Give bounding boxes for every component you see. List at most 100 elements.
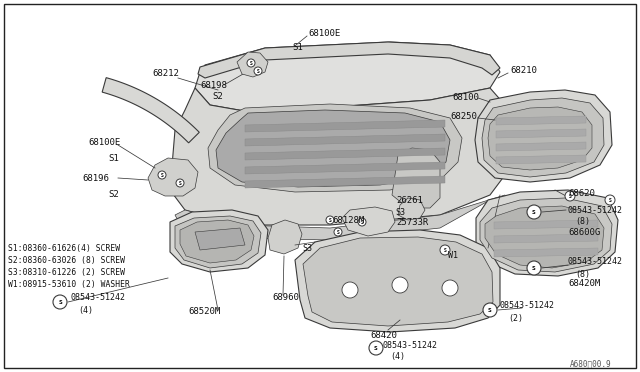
- Polygon shape: [237, 52, 268, 77]
- Polygon shape: [180, 220, 254, 263]
- Polygon shape: [494, 220, 598, 229]
- Text: S3: S3: [395, 208, 405, 217]
- Text: S: S: [161, 173, 163, 177]
- Circle shape: [176, 179, 184, 187]
- Polygon shape: [195, 228, 245, 250]
- Text: S: S: [532, 209, 536, 215]
- Polygon shape: [295, 230, 500, 332]
- Polygon shape: [175, 216, 261, 268]
- Circle shape: [358, 218, 366, 226]
- Text: 68198: 68198: [200, 80, 227, 90]
- Circle shape: [483, 303, 497, 317]
- Polygon shape: [170, 88, 505, 225]
- Text: 68420M: 68420M: [568, 279, 600, 289]
- Polygon shape: [268, 220, 302, 254]
- Text: 08543-51242: 08543-51242: [70, 294, 125, 302]
- Text: (8): (8): [575, 269, 590, 279]
- Text: 26261: 26261: [396, 196, 423, 205]
- Text: 68600G: 68600G: [568, 228, 600, 237]
- Text: 08543-51242: 08543-51242: [383, 341, 438, 350]
- Polygon shape: [216, 110, 450, 187]
- Polygon shape: [245, 134, 445, 146]
- Text: 68100E: 68100E: [88, 138, 120, 147]
- Text: 08543-51242: 08543-51242: [568, 205, 623, 215]
- Text: S: S: [360, 219, 364, 224]
- Polygon shape: [496, 116, 586, 125]
- Circle shape: [334, 228, 342, 236]
- Polygon shape: [245, 120, 445, 132]
- Polygon shape: [303, 237, 493, 326]
- Polygon shape: [392, 148, 440, 208]
- Text: S2: S2: [108, 189, 119, 199]
- Text: 68100E: 68100E: [308, 29, 340, 38]
- Polygon shape: [496, 129, 586, 138]
- Circle shape: [442, 280, 458, 296]
- Polygon shape: [102, 78, 199, 143]
- Polygon shape: [148, 158, 198, 196]
- Polygon shape: [475, 90, 612, 182]
- Polygon shape: [175, 195, 510, 265]
- Text: 25733R: 25733R: [396, 218, 428, 227]
- Circle shape: [369, 341, 383, 355]
- Text: (8): (8): [575, 217, 590, 225]
- Text: S: S: [568, 193, 572, 199]
- Circle shape: [342, 282, 358, 298]
- Polygon shape: [476, 190, 618, 276]
- Circle shape: [392, 277, 408, 293]
- Text: 68196: 68196: [82, 173, 109, 183]
- Polygon shape: [195, 42, 500, 112]
- Text: S: S: [532, 266, 536, 270]
- Polygon shape: [198, 42, 500, 78]
- Text: S: S: [58, 299, 62, 305]
- Text: A680　00.9: A680 00.9: [570, 359, 612, 369]
- Text: 08543-51242: 08543-51242: [500, 301, 555, 311]
- Polygon shape: [245, 162, 445, 174]
- Polygon shape: [488, 107, 592, 170]
- Text: S1: S1: [108, 154, 119, 163]
- Text: S: S: [250, 61, 252, 65]
- Text: 68212: 68212: [152, 68, 179, 77]
- Polygon shape: [208, 104, 462, 192]
- Text: S: S: [609, 198, 611, 202]
- Text: S2: S2: [212, 92, 223, 100]
- Text: S: S: [179, 180, 181, 186]
- Text: 68620: 68620: [568, 189, 595, 198]
- Polygon shape: [496, 142, 586, 151]
- Polygon shape: [482, 98, 604, 177]
- Text: 68210: 68210: [510, 65, 537, 74]
- Polygon shape: [480, 198, 612, 272]
- Text: W1: W1: [448, 250, 458, 260]
- Text: S1:08360-61626(4) SCREW: S1:08360-61626(4) SCREW: [8, 244, 120, 253]
- Text: 68128M: 68128M: [332, 215, 364, 224]
- Text: S: S: [337, 230, 339, 234]
- Text: S: S: [328, 218, 332, 222]
- Polygon shape: [245, 148, 445, 160]
- Polygon shape: [485, 206, 604, 268]
- Text: 68420: 68420: [370, 331, 397, 340]
- Text: 68250: 68250: [450, 112, 477, 121]
- Circle shape: [158, 171, 166, 179]
- Polygon shape: [342, 207, 395, 236]
- Text: 68520M: 68520M: [188, 308, 220, 317]
- Circle shape: [605, 195, 615, 205]
- Circle shape: [440, 245, 450, 255]
- Polygon shape: [170, 210, 268, 272]
- Polygon shape: [496, 155, 586, 164]
- Text: (4): (4): [390, 353, 405, 362]
- Polygon shape: [494, 248, 598, 257]
- Text: W1:08915-53610 (2) WASHER: W1:08915-53610 (2) WASHER: [8, 279, 130, 289]
- Polygon shape: [494, 234, 598, 243]
- Text: 68960: 68960: [272, 294, 299, 302]
- Text: S1: S1: [292, 42, 303, 51]
- Text: S: S: [488, 308, 492, 312]
- Text: S3: S3: [302, 244, 312, 253]
- Circle shape: [53, 295, 67, 309]
- Text: S2:08360-63026 (8) SCREW: S2:08360-63026 (8) SCREW: [8, 256, 125, 264]
- Text: S: S: [374, 346, 378, 350]
- Circle shape: [527, 205, 541, 219]
- Circle shape: [527, 261, 541, 275]
- Text: (4): (4): [78, 305, 93, 314]
- Circle shape: [254, 67, 262, 75]
- Polygon shape: [245, 176, 445, 188]
- Circle shape: [326, 216, 334, 224]
